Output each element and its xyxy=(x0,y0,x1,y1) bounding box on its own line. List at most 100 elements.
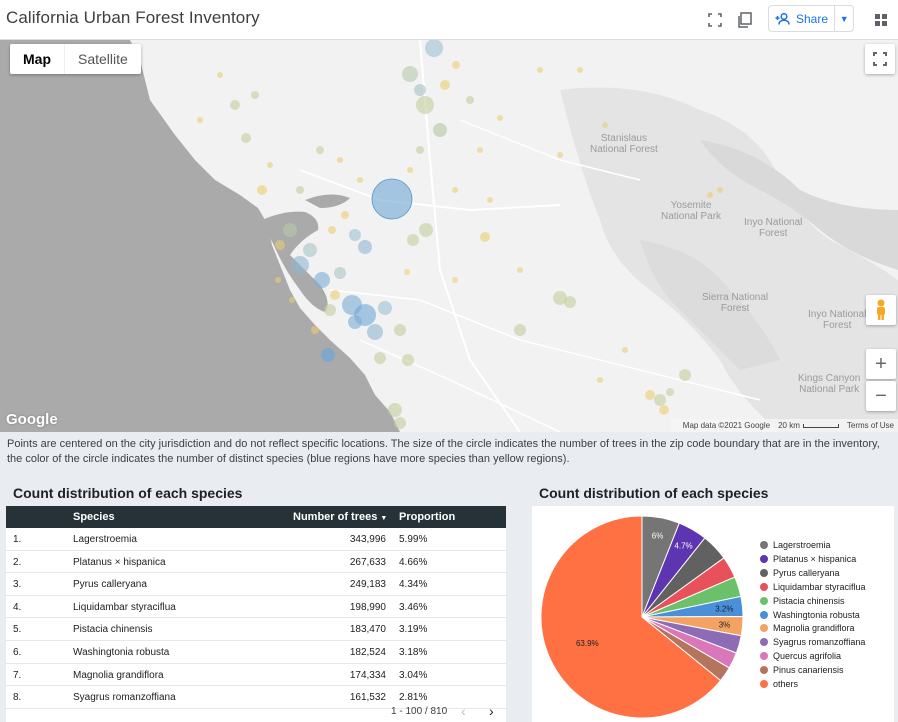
map-canvas xyxy=(0,40,898,432)
legend-label: Syagrus romanzoffiana xyxy=(773,637,866,648)
map-type-map[interactable]: Map xyxy=(23,51,51,67)
zoom-out-button[interactable]: − xyxy=(866,381,896,411)
legend-swatch xyxy=(760,638,768,647)
row-proportion: 4.34% xyxy=(399,579,428,591)
map-terms-link[interactable]: Terms of Use xyxy=(846,421,894,430)
legend-swatch xyxy=(760,624,768,633)
legend-item[interactable]: Washingtonia robusta xyxy=(760,609,860,621)
legend-item[interactable]: Pinus canariensis xyxy=(760,664,844,676)
legend-item[interactable]: Quercus agrifolia xyxy=(760,650,841,662)
legend-swatch xyxy=(760,554,768,563)
map-type-toggle: Map Satellite xyxy=(10,44,141,74)
table-row[interactable]: 2. Platanus × hispanica 267,633 4.66% xyxy=(6,551,506,574)
legend-swatch xyxy=(760,596,768,605)
row-species: Platanus × hispanica xyxy=(73,556,166,568)
table-row[interactable]: 8. Syagrus romanzoffiana 161,532 2.81% xyxy=(6,686,506,709)
apps-grid-icon[interactable] xyxy=(870,9,892,31)
table-row[interactable]: 1. Lagerstroemia 343,996 5.99% xyxy=(6,528,506,551)
legend-label: Magnolia grandiflora xyxy=(773,623,855,634)
row-species: Syagrus romanzoffiana xyxy=(73,692,176,704)
legend-item[interactable]: others xyxy=(760,678,798,690)
label-inyo-2: Inyo National Forest xyxy=(808,309,867,331)
pie-slice-10[interactable] xyxy=(540,515,722,719)
map-description: Points are centered on the city jurisdic… xyxy=(7,438,880,465)
map-fullscreen-icon[interactable] xyxy=(865,44,895,74)
share-main[interactable]: Share xyxy=(769,6,836,31)
label-stanislaus: Stanislaus National Forest xyxy=(590,133,658,155)
row-species: Magnolia grandiflora xyxy=(73,669,164,681)
fit-screen-icon[interactable] xyxy=(704,9,726,31)
legend-item[interactable]: Pyrus calleryana xyxy=(760,567,840,579)
row-species: Pyrus calleryana xyxy=(73,579,147,591)
row-species: Liquidambar styraciflua xyxy=(73,601,176,613)
map-view[interactable]: Map Satellite Stanislaus National Forest… xyxy=(0,40,898,432)
legend-item[interactable]: Platanus × hispanica xyxy=(760,553,856,565)
legend-swatch xyxy=(760,582,768,591)
row-count: 249,183 xyxy=(349,579,386,591)
map-type-satellite[interactable]: Satellite xyxy=(64,44,141,74)
row-count: 198,990 xyxy=(349,601,386,613)
legend-item[interactable]: Pistacia chinensis xyxy=(760,595,845,607)
legend-item[interactable]: Liquidambar styraciflua xyxy=(760,581,866,593)
row-count: 267,633 xyxy=(349,556,386,568)
row-proportion: 3.04% xyxy=(399,669,428,681)
table-row[interactable]: 7. Magnolia grandiflora 174,334 3.04% xyxy=(6,664,506,687)
legend-item[interactable]: Magnolia grandiflora xyxy=(760,622,855,634)
legend-label: Washingtonia robusta xyxy=(773,609,860,620)
header-species[interactable]: Species xyxy=(73,511,115,523)
map-attribution: Map data ©2021 Google xyxy=(682,421,771,430)
legend-label: Lagerstroemia xyxy=(773,540,831,550)
row-proportion: 4.66% xyxy=(399,556,428,568)
table-row[interactable]: 6. Washingtonia robusta 182,524 3.18% xyxy=(6,641,506,664)
share-button[interactable]: Share ▼ xyxy=(768,5,854,32)
legend-label: Quercus agrifolia xyxy=(773,651,842,662)
copy-icon[interactable] xyxy=(734,9,756,31)
row-index: 8. xyxy=(13,692,22,704)
sort-desc-icon[interactable]: ▼ xyxy=(380,515,388,522)
row-species: Washingtonia robusta xyxy=(73,647,170,658)
scale-bar xyxy=(802,423,839,428)
legend-swatch xyxy=(760,652,768,661)
report-title: California Urban Forest Inventory xyxy=(6,8,260,27)
row-species: Lagerstroemia xyxy=(73,534,137,545)
row-proportion: 3.19% xyxy=(399,624,428,636)
report-header: California Urban Forest Inventory Share … xyxy=(0,0,898,40)
row-proportion: 3.18% xyxy=(399,647,428,658)
species-table: Species Number of trees ▼ Proportion 1. L… xyxy=(6,506,506,722)
next-page-icon[interactable]: › xyxy=(489,703,494,719)
row-proportion: 3.46% xyxy=(399,601,428,613)
header-number-of-trees[interactable]: Number of trees ▼ xyxy=(293,511,388,523)
row-proportion: 5.99% xyxy=(399,534,428,545)
legend-swatch xyxy=(760,568,768,577)
pie-chart-panel: 6% 4.7% 3.2% 3% 63.9% Lagerstroemia Platanus … xyxy=(532,506,894,722)
table-row[interactable]: 3. Pyrus calleryana 249,183 4.34% xyxy=(6,573,506,596)
pie-data-label: 63.9% xyxy=(576,639,599,648)
table-row[interactable]: 5. Pistacia chinensis 183,470 3.19% xyxy=(6,618,506,641)
row-index: 3. xyxy=(13,579,22,591)
map-scale: 20 km xyxy=(778,421,800,430)
legend-item[interactable]: Lagerstroemia xyxy=(760,539,831,551)
row-index: 5. xyxy=(13,624,22,636)
row-count: 343,996 xyxy=(349,534,386,545)
pie-data-label: 3.2% xyxy=(715,604,733,613)
add-person-icon xyxy=(775,12,790,25)
share-dropdown-icon[interactable]: ▼ xyxy=(839,13,849,24)
share-label: Share xyxy=(796,11,829,26)
zoom-in-button[interactable]: + xyxy=(866,349,896,379)
row-count: 182,524 xyxy=(349,647,386,658)
legend-item[interactable]: Syagrus romanzoffiana xyxy=(760,636,865,648)
pie-data-label: 4.7% xyxy=(674,541,692,550)
row-index: 1. xyxy=(13,534,22,545)
table-header: Species Number of trees ▼ Proportion xyxy=(6,506,506,528)
row-index: 6. xyxy=(13,647,22,658)
pie-data-label: 6% xyxy=(652,532,664,541)
table-row[interactable]: 4. Liquidambar styraciflua 198,990 3.46% xyxy=(6,596,506,619)
street-view-icon[interactable] xyxy=(866,295,896,325)
legend-swatch xyxy=(760,541,768,549)
label-yosemite: Yosemite National Park xyxy=(661,200,722,222)
row-proportion: 2.81% xyxy=(399,692,428,704)
row-count: 161,532 xyxy=(349,692,386,704)
prev-page-icon[interactable]: ‹ xyxy=(461,703,466,719)
label-kings: Kings Canyon National Park xyxy=(798,373,861,395)
header-proportion[interactable]: Proportion xyxy=(399,511,456,523)
